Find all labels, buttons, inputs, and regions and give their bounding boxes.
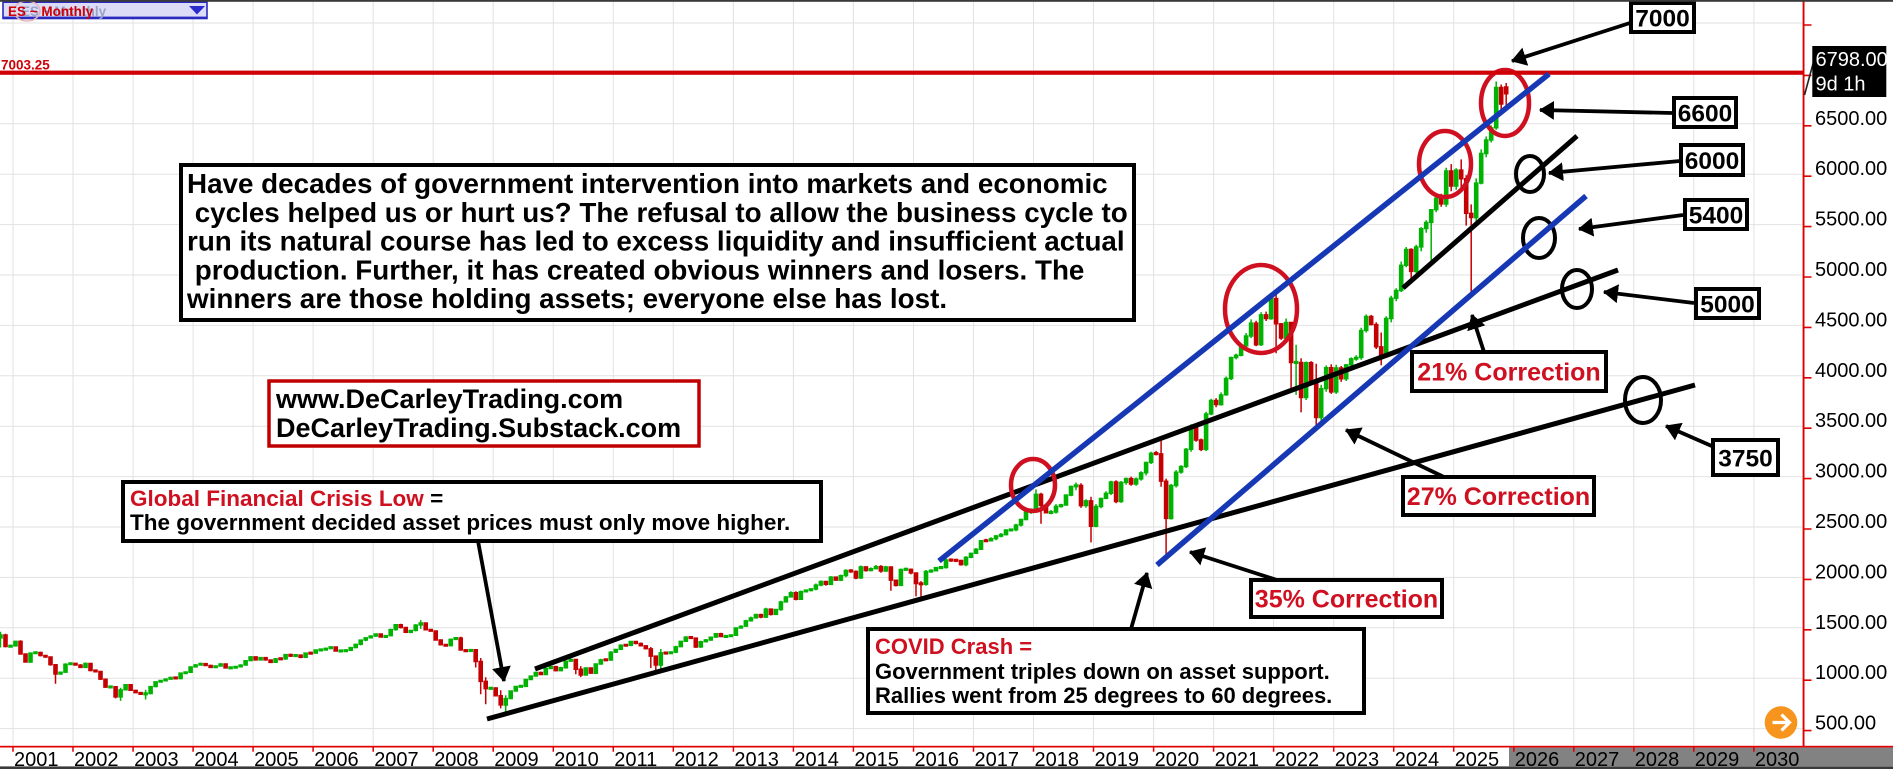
svg-text:2030: 2030	[1755, 749, 1800, 769]
svg-text:2006: 2006	[314, 749, 359, 769]
svg-text:35% Correction: 35% Correction	[1255, 586, 1438, 614]
svg-text:2027: 2027	[1575, 749, 1620, 769]
svg-text:winners are those holding asse: winners are those holding assets; everyo…	[186, 283, 947, 314]
svg-text:2016: 2016	[915, 749, 960, 769]
svg-text:run its natural course has led: run its natural course has led to excess…	[187, 226, 1125, 257]
svg-text:6000: 6000	[1685, 148, 1740, 175]
svg-text:6500.00: 6500.00	[1815, 108, 1887, 130]
svg-text:cycles helped us or hurt us? T: cycles helped us or hurt us? The refusal…	[187, 197, 1128, 228]
svg-text:1000.00: 1000.00	[1815, 662, 1887, 684]
svg-text:27% Correction: 27% Correction	[1407, 483, 1590, 511]
svg-text:6798.00: 6798.00	[1816, 49, 1888, 71]
svg-text:2017: 2017	[975, 749, 1020, 769]
svg-text:2001: 2001	[14, 749, 59, 769]
svg-text:2020: 2020	[1155, 749, 1200, 769]
svg-text:2000.00: 2000.00	[1815, 561, 1887, 583]
svg-text:2009: 2009	[494, 749, 539, 769]
svg-text:2003: 2003	[134, 749, 179, 769]
svg-text:3000.00: 3000.00	[1815, 461, 1887, 483]
svg-text:2029: 2029	[1695, 749, 1740, 769]
svg-text:2028: 2028	[1635, 749, 1680, 769]
svg-text:2018: 2018	[1035, 749, 1080, 769]
svg-text:production. Further, it has cr: production. Further, it has created obvi…	[187, 254, 1084, 285]
svg-text:2013: 2013	[734, 749, 779, 769]
svg-text:5400: 5400	[1689, 202, 1744, 229]
svg-text:5000.00: 5000.00	[1815, 259, 1887, 281]
svg-text:2008: 2008	[434, 749, 479, 769]
svg-text:7003.25: 7003.25	[1, 58, 50, 73]
svg-text:2002: 2002	[74, 749, 119, 769]
svg-text:6000.00: 6000.00	[1815, 158, 1887, 180]
svg-text:4500.00: 4500.00	[1815, 309, 1887, 331]
svg-text:5000: 5000	[1700, 291, 1755, 318]
svg-text:3500.00: 3500.00	[1815, 410, 1887, 432]
svg-text:7000: 7000	[1635, 5, 1690, 32]
svg-text:2023: 2023	[1335, 749, 1380, 769]
svg-text:2005: 2005	[254, 749, 299, 769]
svg-text:ES ~ Monthly: ES ~ Monthly	[21, 4, 107, 19]
svg-text:2004: 2004	[194, 749, 239, 769]
svg-text:2010: 2010	[554, 749, 599, 769]
svg-text:2011: 2011	[614, 749, 657, 769]
svg-text:COVID Crash =: COVID Crash =	[875, 634, 1032, 659]
svg-text:www.DeCarleyTrading.com: www.DeCarleyTrading.com	[275, 384, 623, 414]
svg-text:2025: 2025	[1455, 749, 1500, 769]
svg-text:Government triples down on ass: Government triples down on asset support…	[875, 659, 1330, 684]
svg-text:4000.00: 4000.00	[1815, 360, 1887, 382]
svg-text:5500.00: 5500.00	[1815, 209, 1887, 231]
svg-text:2022: 2022	[1275, 749, 1320, 769]
svg-text:2012: 2012	[674, 749, 719, 769]
svg-text:500.00: 500.00	[1815, 713, 1876, 735]
svg-text:ES ~ Monthly: ES ~ Monthly	[8, 4, 94, 19]
svg-text:2007: 2007	[374, 749, 419, 769]
svg-text:3750: 3750	[1718, 445, 1773, 472]
svg-text:Rallies went from 25 degrees t: Rallies went from 25 degrees to 60 degre…	[875, 683, 1332, 708]
svg-text:2500.00: 2500.00	[1815, 511, 1887, 533]
svg-text:2024: 2024	[1395, 749, 1440, 769]
svg-text:1500.00: 1500.00	[1815, 612, 1887, 634]
svg-text:Global Financial Crisis Low =: Global Financial Crisis Low =	[130, 486, 443, 511]
svg-text:Have decades of government int: Have decades of government intervention …	[187, 168, 1108, 199]
svg-text:2015: 2015	[854, 749, 899, 769]
svg-text:DeCarleyTrading.Substack.com: DeCarleyTrading.Substack.com	[276, 413, 681, 443]
svg-text:2026: 2026	[1515, 749, 1560, 769]
svg-text:2019: 2019	[1095, 749, 1140, 769]
svg-text:6600: 6600	[1678, 100, 1733, 127]
svg-text:9d 1h: 9d 1h	[1816, 74, 1866, 96]
svg-text:2021: 2021	[1215, 749, 1260, 769]
svg-text:21% Correction: 21% Correction	[1417, 359, 1600, 387]
svg-text:The government decided asset p: The government decided asset prices must…	[130, 510, 790, 535]
svg-text:2014: 2014	[794, 749, 839, 769]
